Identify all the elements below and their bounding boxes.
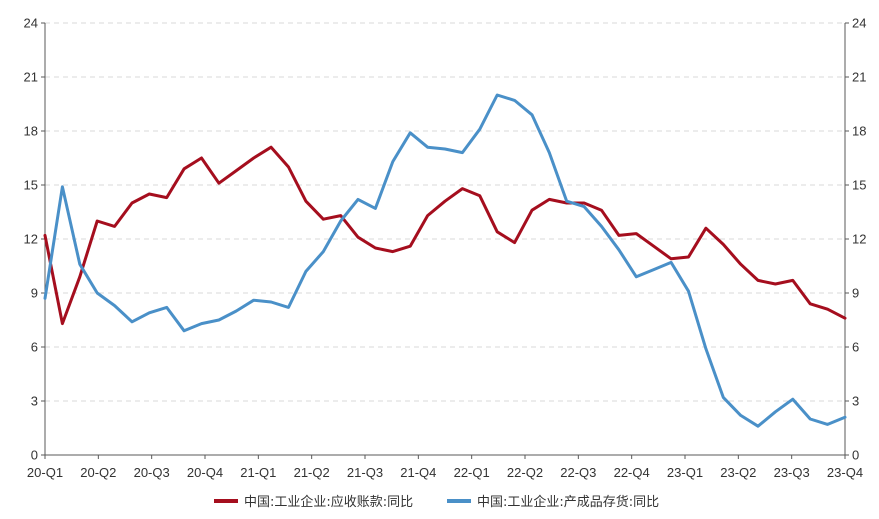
x-tick-label: 22-Q1: [454, 465, 490, 480]
x-tick-label: 22-Q3: [560, 465, 596, 480]
x-tick-label: 20-Q4: [187, 465, 223, 480]
y2-tick-label: 9: [852, 286, 859, 301]
x-tick-label: 21-Q2: [294, 465, 330, 480]
y-tick-label: 12: [24, 232, 38, 247]
x-tick-label: 21-Q4: [400, 465, 436, 480]
y-tick-label: 9: [31, 286, 38, 301]
y-tick-label: 6: [31, 340, 38, 355]
legend-label-1: 中国:工业企业:应收账款:同比: [244, 494, 413, 510]
y-tick-label: 21: [24, 70, 38, 85]
y2-tick-label: 3: [852, 394, 859, 409]
y2-tick-label: 12: [852, 232, 866, 247]
y2-tick-label: 21: [852, 70, 866, 85]
x-tick-label: 23-Q4: [827, 465, 863, 480]
y-tick-label: 15: [24, 178, 38, 193]
y-tick-label: 24: [24, 16, 38, 31]
legend-label-2: 中国:工业企业:产成品存货:同比: [477, 494, 659, 510]
x-tick-label: 20-Q3: [134, 465, 170, 480]
y-tick-label: 3: [31, 394, 38, 409]
y2-tick-label: 6: [852, 340, 859, 355]
x-tick-label: 22-Q4: [614, 465, 650, 480]
x-tick-label: 22-Q2: [507, 465, 543, 480]
x-tick-label: 20-Q2: [80, 465, 116, 480]
series-line-2: [43, 93, 847, 428]
x-tick-label: 23-Q2: [720, 465, 756, 480]
x-tick-label: 23-Q3: [774, 465, 810, 480]
y2-tick-label: 15: [852, 178, 866, 193]
series-lines: [43, 93, 847, 428]
axes: 0 3 6 9 12 15 18 21 24 0 3 6 9 12 15 18 21 24 20-Q1 20-Q2 20…: [24, 16, 867, 481]
y-tick-label: 18: [24, 124, 38, 139]
y2-tick-label: 24: [852, 16, 866, 31]
gridlines: [45, 22, 845, 402]
x-tick-label: 20-Q1: [27, 465, 63, 480]
legend: 中国:工业企业:应收账款:同比 中国:工业企业:产成品存货:同比: [214, 494, 659, 510]
y-tick-label: 0: [31, 448, 38, 463]
y2-tick-label: 18: [852, 124, 866, 139]
x-tick-label: 21-Q1: [240, 465, 276, 480]
x-tick-label: 23-Q1: [667, 465, 703, 480]
series-line-1: [43, 145, 847, 326]
x-tick-label: 21-Q3: [347, 465, 383, 480]
y2-tick-label: 0: [852, 448, 859, 463]
